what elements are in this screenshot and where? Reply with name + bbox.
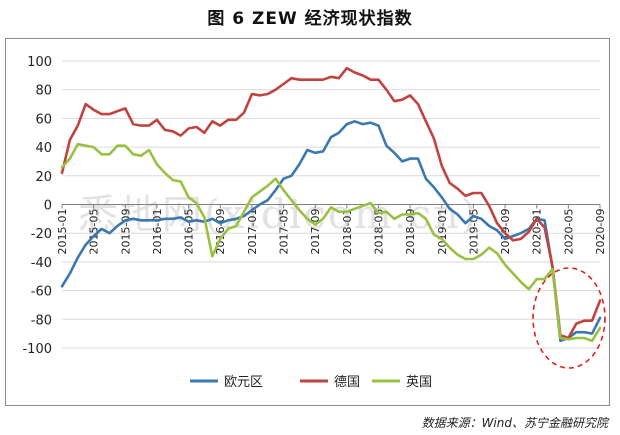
y-tick-label: -60 <box>31 285 52 300</box>
x-tick-label: 2015-05 <box>88 209 101 255</box>
grid-lines <box>62 60 600 349</box>
x-tick-label: 2015-01 <box>56 209 69 255</box>
y-tick-label: -100 <box>22 342 52 357</box>
x-tick-label: 2020-01 <box>531 209 544 255</box>
x-tick-label: 2020-09 <box>594 209 607 255</box>
x-tick-label: 2017-01 <box>246 209 259 255</box>
y-tick-label: 60 <box>35 112 52 127</box>
y-tick-label: -80 <box>31 313 52 328</box>
x-axis-tick-labels: 2015-01 2015-05 2015-09 2016-01 2016-05 2016-… <box>56 204 607 255</box>
series-line-德国 <box>60 66 602 340</box>
legend-label: 英国 <box>406 375 432 390</box>
y-tick-label: 100 <box>27 55 52 70</box>
series-lines <box>60 66 602 343</box>
y-axis-tick-labels: -100 -80 -60 -40 -20 0 20 40 60 80 100 <box>22 55 52 357</box>
y-tick-label: -40 <box>31 256 52 271</box>
x-tick-label: 2020-05 <box>562 209 575 255</box>
x-tick-label: 2018-05 <box>372 209 385 255</box>
x-tick-label: 2017-09 <box>309 209 322 255</box>
series-line-英国 <box>60 142 602 343</box>
y-tick-label: 20 <box>35 170 52 185</box>
x-tick-label: 2018-01 <box>341 209 354 255</box>
y-tick-label: -20 <box>31 227 52 242</box>
legend-label: 德国 <box>334 375 360 390</box>
y-tick-label: 40 <box>35 141 52 156</box>
legend-label: 欧元区 <box>224 375 263 390</box>
chart-title: 图 6 ZEW 经济现状指数 <box>207 9 413 29</box>
x-tick-label: 2019-01 <box>436 209 449 255</box>
x-tick-label: 2015-09 <box>119 209 132 255</box>
x-tick-label: 2016-05 <box>183 209 196 255</box>
x-tick-label: 2019-09 <box>499 209 512 255</box>
y-tick-label: 0 <box>44 199 52 214</box>
chart-frame <box>5 38 610 406</box>
x-tick-label: 2016-01 <box>151 209 164 255</box>
source-note: 数据来源：Wind、苏宁金融研究院 <box>421 416 608 430</box>
x-tick-label: 2017-05 <box>278 209 291 255</box>
highlight-circle <box>532 267 606 369</box>
y-tick-label: 80 <box>35 84 52 99</box>
legend: 欧元区 德国 英国 <box>190 375 432 390</box>
x-tick-label: 2018-09 <box>404 209 417 255</box>
